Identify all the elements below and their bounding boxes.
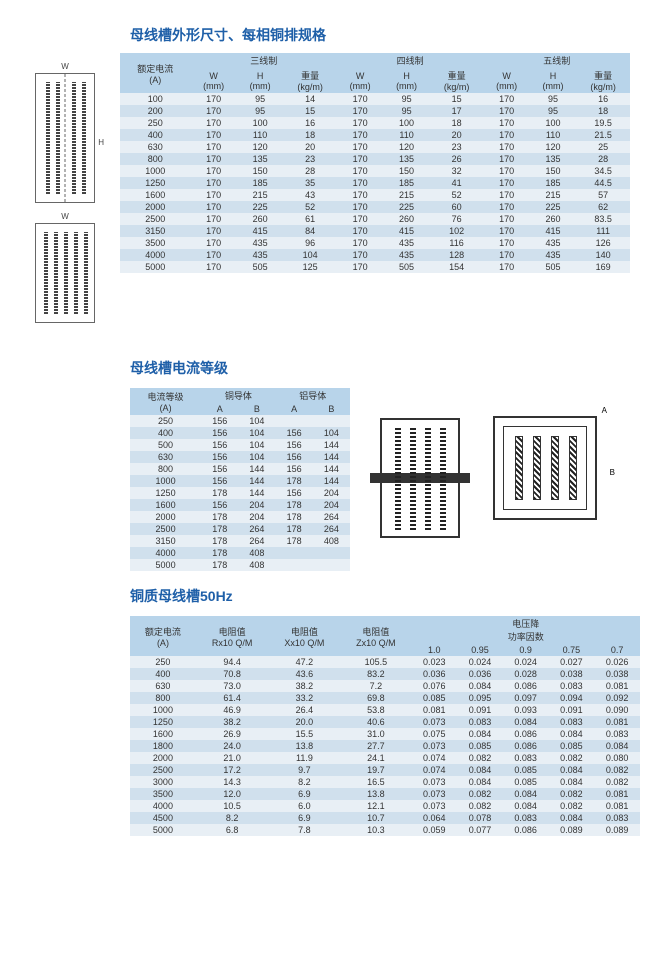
table-row: 1600156204178204 xyxy=(130,499,350,511)
subcol: H(mm) xyxy=(383,68,429,93)
group-4wire: 四线制 xyxy=(337,53,483,68)
table-row: 63073.038.27.20.0760.0840.0860.0830.081 xyxy=(130,680,640,692)
table-row: 80061.433.269.80.0850.0950.0970.0940.092 xyxy=(130,692,640,704)
table-row: 4000170435104170435128170435140 xyxy=(120,249,630,261)
table-row: 5000170505125170505154170505169 xyxy=(120,261,630,273)
table-row: 630170120201701202317012025 xyxy=(120,141,630,153)
col-rated: 额定电流(A) xyxy=(120,53,190,93)
table-row: 100046.926.453.80.0810.0910.0930.0910.09… xyxy=(130,704,640,716)
col-a2: A xyxy=(276,403,313,415)
col-level: 电流等级(A) xyxy=(130,388,201,415)
schematic-5wire: W xyxy=(10,223,120,323)
table-row: 125038.220.040.60.0730.0830.0840.0830.08… xyxy=(130,716,640,728)
table-row: 200170951517095171709518 xyxy=(120,105,630,117)
diagrams-left: W H W xyxy=(10,53,120,343)
table-row: 250156104 xyxy=(130,415,350,427)
col-z: 电阻值Zx10 Q/M xyxy=(340,616,411,656)
table-row: 400010.56.012.10.0730.0820.0840.0820.081 xyxy=(130,800,640,812)
pf-col: 1.0 xyxy=(411,644,457,656)
table-row: 200021.011.924.10.0740.0820.0830.0820.08… xyxy=(130,752,640,764)
table-50hz: 额定电流(A) 电阻值Rx10 Q/M 电阻值Xx10 Q/M 电阻值Zx10 … xyxy=(130,616,640,836)
table-row: 3150178264178408 xyxy=(130,535,350,547)
pf-col: 0.75 xyxy=(549,644,595,656)
section3-title: 铜质母线槽50Hz xyxy=(130,586,640,606)
table-row: 2000178204178264 xyxy=(130,511,350,523)
table-dimensions: 额定电流(A) 三线制 四线制 五线制 W(mm)H(mm)重量(kg/m)W(… xyxy=(120,53,630,273)
section2-title: 母线槽电流等级 xyxy=(130,358,640,378)
label-h: H xyxy=(98,138,104,147)
col-x: 电阻值Xx10 Q/M xyxy=(268,616,340,656)
table-row: 25094.447.2105.50.0230.0240.0240.0270.02… xyxy=(130,656,640,668)
table-row: 5000178408 xyxy=(130,559,350,571)
table-row: 250170100161701001817010019.5 xyxy=(120,117,630,129)
col-a1: A xyxy=(201,403,238,415)
group-3wire: 三线制 xyxy=(190,53,336,68)
table-row: 2500170260611702607617026083.5 xyxy=(120,213,630,225)
pf-col: 0.9 xyxy=(503,644,549,656)
table-row: 1250170185351701854117018544.5 xyxy=(120,177,630,189)
table-row: 630156104156144 xyxy=(130,451,350,463)
table-row: 45008.26.910.70.0640.0780.0830.0840.083 xyxy=(130,812,640,824)
diagrams-right: A B xyxy=(350,388,640,548)
table-row: 350017043596170435116170435126 xyxy=(120,237,630,249)
table-row: 1000156144178144 xyxy=(130,475,350,487)
table-row: 180024.013.827.70.0730.0850.0860.0850.08… xyxy=(130,740,640,752)
subcol: H(mm) xyxy=(237,68,283,93)
table-row: 800156144156144 xyxy=(130,463,350,475)
table-row: 800170135231701352617013528 xyxy=(120,153,630,165)
table-row: 1250178144156204 xyxy=(130,487,350,499)
table-row: 4000178408 xyxy=(130,547,350,559)
subcol: W(mm) xyxy=(337,68,383,93)
table-row: 1600170215431702155217021557 xyxy=(120,189,630,201)
section1-title: 母线槽外形尺寸、每相铜排规格 xyxy=(130,25,640,45)
label-b: B xyxy=(610,468,615,477)
pf-col: 0.7 xyxy=(594,644,640,656)
col-b2: B xyxy=(313,403,350,415)
label-w2: W xyxy=(61,212,69,221)
table-row: 50006.87.810.30.0590.0770.0860.0890.089 xyxy=(130,824,640,836)
subcol: 重量(kg/m) xyxy=(576,68,630,93)
schematic-side xyxy=(370,408,470,548)
subcol: 重量(kg/m) xyxy=(430,68,484,93)
group-5wire: 五线制 xyxy=(483,53,630,68)
col-b1: B xyxy=(238,403,275,415)
table-row: 300014.38.216.50.0730.0840.0850.0840.082 xyxy=(130,776,640,788)
subcol: W(mm) xyxy=(483,68,529,93)
table-row: 100170951417095151709516 xyxy=(120,93,630,105)
table-row: 400156104156104 xyxy=(130,427,350,439)
col-rated3: 额定电流(A) xyxy=(130,616,196,656)
table-row: 160026.915.531.00.0750.0840.0860.0840.08… xyxy=(130,728,640,740)
table-row: 315017041584170415102170415111 xyxy=(120,225,630,237)
group-alum: 铝导体 xyxy=(276,388,350,403)
schematic-3wire: W H xyxy=(10,73,120,203)
subcol: H(mm) xyxy=(530,68,576,93)
label-w: W xyxy=(61,62,69,71)
table-row: 250017.29.719.70.0740.0840.0850.0840.082 xyxy=(130,764,640,776)
subcol: W(mm) xyxy=(190,68,236,93)
table-row: 2000170225521702256017022562 xyxy=(120,201,630,213)
col-r: 电阻值Rx10 Q/M xyxy=(196,616,269,656)
subcol: 重量(kg/m) xyxy=(283,68,337,93)
table-current-level: 电流等级(A) 铜导体 铝导体 A B A B 2501561044001561… xyxy=(130,388,350,571)
table-row: 40070.843.683.20.0360.0360.0280.0380.038 xyxy=(130,668,640,680)
group-vd: 电压降功率因数 xyxy=(411,616,640,644)
table-row: 500156104156144 xyxy=(130,439,350,451)
pf-col: 0.95 xyxy=(457,644,503,656)
label-a: A xyxy=(602,406,607,415)
table-row: 400170110181701102017011021.5 xyxy=(120,129,630,141)
table-row: 2500178264178264 xyxy=(130,523,350,535)
group-copper: 铜导体 xyxy=(201,388,275,403)
table-row: 350012.06.913.80.0730.0820.0840.0820.081 xyxy=(130,788,640,800)
schematic-cross: A B xyxy=(485,408,605,528)
table-row: 1000170150281701503217015034.5 xyxy=(120,165,630,177)
